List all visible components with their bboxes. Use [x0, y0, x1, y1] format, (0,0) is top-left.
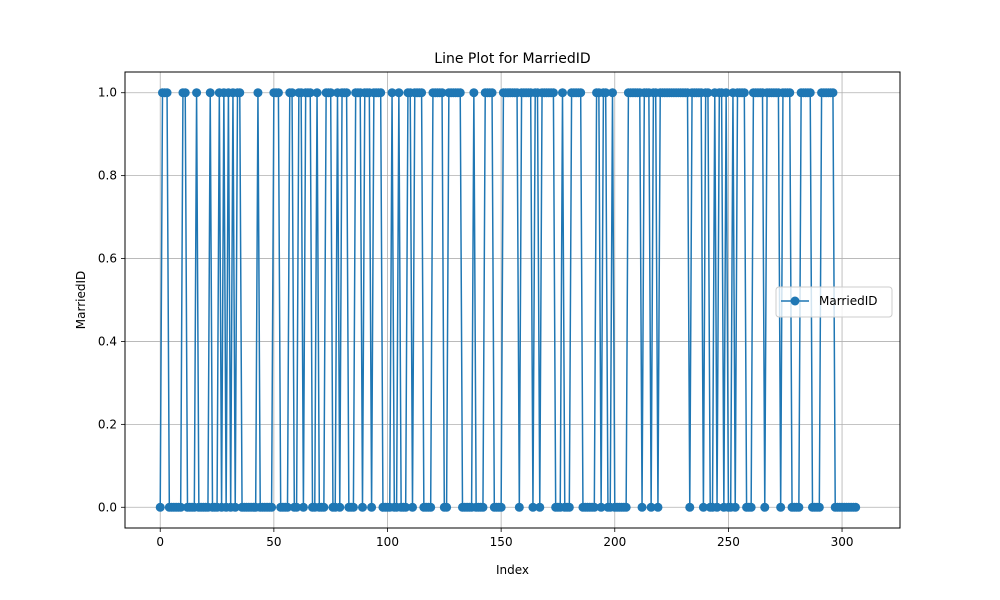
data-point [469, 88, 479, 98]
data-point [698, 502, 708, 512]
data-point [514, 502, 524, 512]
y-tick-label: 0.4 [98, 334, 117, 348]
data-point [487, 88, 497, 98]
x-axis-label: Index [496, 563, 529, 577]
data-point [155, 502, 165, 512]
x-tick-label: 0 [156, 535, 164, 549]
series-layer [155, 88, 861, 512]
x-tick-label: 150 [490, 535, 513, 549]
data-point [721, 88, 731, 98]
x-tick-label: 50 [266, 535, 281, 549]
data-point [805, 88, 815, 98]
data-point [326, 88, 336, 98]
data-point [621, 502, 631, 512]
data-point [794, 502, 804, 512]
data-point [292, 502, 302, 512]
data-point [589, 502, 599, 512]
data-point [235, 88, 245, 98]
data-point [180, 88, 190, 98]
data-point [646, 502, 656, 512]
data-point [342, 88, 352, 98]
data-point [417, 88, 427, 98]
data-point [653, 502, 663, 512]
legend: MarriedID [775, 286, 893, 318]
y-tick-label: 1.0 [98, 86, 117, 100]
data-point [637, 502, 647, 512]
data-point [739, 88, 749, 98]
data-point [376, 88, 386, 98]
data-point [273, 88, 283, 98]
data-point [828, 88, 838, 98]
data-point [287, 88, 297, 98]
data-point [437, 88, 447, 98]
data-point [267, 502, 277, 512]
data-point [205, 88, 215, 98]
data-point [496, 502, 506, 512]
data-point [548, 88, 558, 98]
data-point [528, 502, 538, 512]
data-point [162, 88, 172, 98]
data-point [348, 502, 358, 512]
data-point [319, 502, 329, 512]
data-point [367, 502, 377, 512]
data-point [851, 502, 861, 512]
data-point [253, 88, 263, 98]
data-point [685, 502, 695, 512]
data-point [298, 502, 308, 512]
chart-title: Line Plot for MarriedID [434, 51, 590, 67]
data-point [426, 502, 436, 512]
y-axis-label: MarriedID [74, 271, 88, 329]
data-point [442, 502, 452, 512]
data-point [760, 502, 770, 512]
data-point [312, 88, 322, 98]
data-point [558, 88, 567, 98]
data-point [730, 502, 740, 512]
data-point [192, 88, 202, 98]
data-point [401, 502, 411, 512]
y-tick-label: 0.6 [98, 252, 117, 266]
data-point [455, 88, 465, 98]
x-tick-label: 300 [831, 535, 854, 549]
data-point [608, 88, 617, 98]
x-tick-label: 250 [717, 535, 740, 549]
data-point [601, 88, 611, 98]
data-point [230, 502, 240, 512]
data-point [576, 88, 586, 98]
data-point [478, 502, 488, 512]
data-point [535, 502, 545, 512]
x-tick-label: 100 [376, 535, 399, 549]
data-point [408, 502, 417, 512]
legend-box [775, 286, 893, 318]
data-point [703, 88, 713, 98]
data-point [358, 502, 367, 512]
data-point [387, 88, 397, 98]
y-tick-label: 0.8 [98, 169, 117, 183]
legend-point-marker [790, 296, 800, 306]
data-point [283, 502, 292, 512]
data-point [776, 502, 786, 512]
data-point [712, 502, 722, 512]
ticks: 0 50 100 150 200 250 300 0.0 0.2 0.4 0.6 0.8 1.0 [98, 86, 854, 549]
data-point [335, 502, 345, 512]
data-point [305, 88, 315, 98]
data-point [564, 502, 574, 512]
data-point [785, 88, 795, 98]
data-point [746, 502, 756, 512]
data-point [176, 502, 186, 512]
data-point [394, 88, 404, 98]
data-point [596, 502, 606, 512]
y-tick-label: 0.2 [98, 417, 117, 431]
plot-area-frame [124, 71, 901, 529]
x-tick-label: 200 [603, 535, 626, 549]
legend-entry-marriedid: MarriedID [819, 294, 877, 308]
y-tick-label: 0.0 [98, 500, 117, 514]
data-point [814, 502, 824, 512]
